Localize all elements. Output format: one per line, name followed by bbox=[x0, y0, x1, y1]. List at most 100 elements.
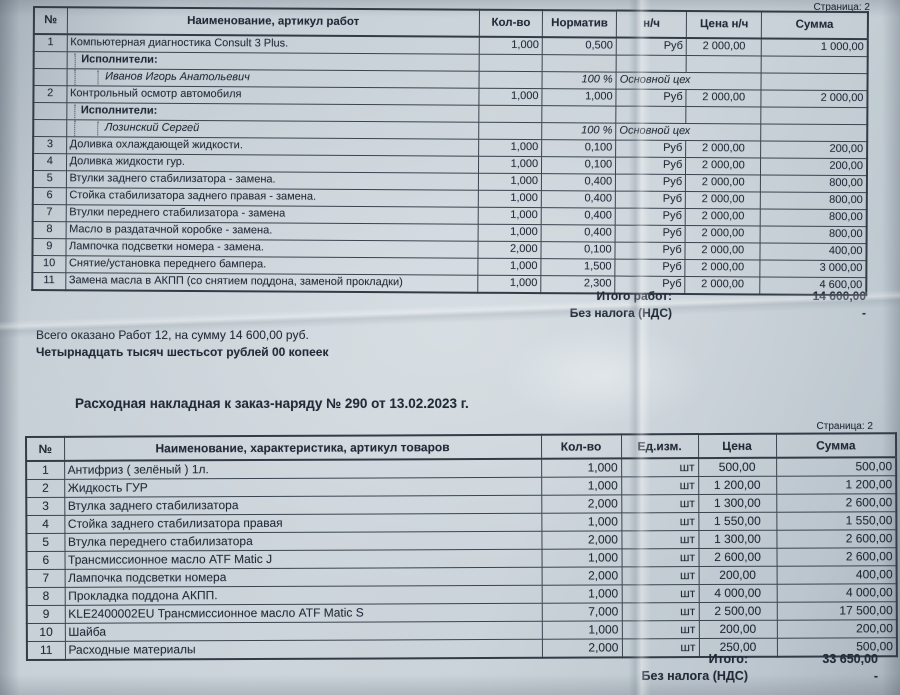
item-sum-cell: 2 600,00 bbox=[776, 529, 897, 549]
item-qty-cell: 1,000 bbox=[541, 458, 622, 478]
item-number-cell: 1 bbox=[26, 460, 65, 480]
items-total-value: 33 650,00 bbox=[822, 652, 878, 666]
item-qty-cell: 7,000 bbox=[541, 602, 622, 622]
item-unit-cell: шт bbox=[621, 512, 699, 531]
page-number-invoice: Страница: 2 bbox=[816, 421, 873, 432]
work-number-cell: 4 bbox=[32, 153, 67, 171]
item-unit-cell: шт bbox=[621, 494, 699, 513]
work-number-cell: 2 bbox=[33, 85, 67, 103]
work-currency-cell: Руб bbox=[615, 259, 686, 277]
work-sum-cell: 800,00 bbox=[760, 208, 867, 227]
item-sum-cell: 1 550,00 bbox=[776, 511, 897, 531]
item-unit-cell: шт bbox=[621, 584, 699, 603]
work-sum-cell: 400,00 bbox=[760, 242, 867, 261]
item-unit-cell: шт bbox=[621, 602, 699, 621]
works-tax-label: Без налога (НДС) bbox=[569, 306, 672, 320]
item-sum-cell: 200,00 bbox=[776, 619, 897, 639]
item-number-cell: 4 bbox=[26, 515, 65, 534]
items-header-sum: Сумма bbox=[775, 433, 897, 458]
work-norm-cell: 0,400 bbox=[541, 207, 616, 226]
empty-cell bbox=[761, 106, 868, 125]
executor-num-cell bbox=[33, 68, 67, 86]
item-unit-cell: шт bbox=[621, 548, 699, 567]
work-rate-cell: 2 000,00 bbox=[685, 140, 762, 158]
works-total-value: 14 600,00 bbox=[812, 289, 866, 303]
work-norm-cell: 0,100 bbox=[541, 139, 616, 158]
works-total-label: Итого работ: bbox=[596, 289, 673, 303]
work-currency-cell: Руб bbox=[616, 89, 687, 107]
item-price-cell: 200,00 bbox=[698, 566, 777, 585]
work-sum-cell: 2 000,00 bbox=[761, 89, 868, 108]
item-price-cell: 200,00 bbox=[698, 620, 777, 639]
work-qty-cell: 1,000 bbox=[478, 224, 542, 242]
item-qty-cell: 2,000 bbox=[541, 530, 622, 550]
work-number-cell: 10 bbox=[32, 255, 66, 273]
empty-cell bbox=[761, 123, 868, 142]
executor-num-cell bbox=[33, 119, 67, 137]
item-name-cell: Втулка переднего стабилизатора bbox=[64, 531, 542, 552]
works-table-body: 1 Компьютерная диагностика Consult 3 Plu… bbox=[32, 34, 868, 296]
work-number-cell: 5 bbox=[32, 170, 67, 188]
executor-name: Лозинский Сергей bbox=[96, 121, 200, 136]
item-name-cell: Лампочка подсветки номера bbox=[64, 567, 542, 588]
item-unit-cell: шт bbox=[621, 620, 699, 639]
work-number-cell: 8 bbox=[32, 221, 66, 239]
work-sum-cell: 200,00 bbox=[760, 157, 868, 176]
item-price-cell: 2 600,00 bbox=[698, 548, 777, 567]
items-table: № Наименование, характеристика, артикул … bbox=[25, 432, 898, 661]
items-header-name: Наименование, характеристика, артикул то… bbox=[64, 434, 542, 461]
works-summary: Всего оказано Работ 12, на сумму 14 600,… bbox=[36, 327, 328, 361]
item-price-cell: 4 000,00 bbox=[698, 584, 777, 603]
item-unit-cell: шт bbox=[621, 566, 699, 585]
empty-cell bbox=[616, 55, 687, 73]
work-norm-cell: 0,100 bbox=[541, 156, 616, 175]
empty-cell bbox=[479, 71, 543, 89]
executors-label-num-cell bbox=[33, 51, 67, 69]
items-tax-value: - bbox=[873, 669, 878, 683]
work-norm-cell: 0,500 bbox=[542, 37, 617, 56]
item-number-cell: 8 bbox=[26, 587, 65, 606]
work-rate-cell: 2 000,00 bbox=[685, 259, 761, 277]
empty-cell bbox=[686, 55, 762, 73]
item-name-cell: Трансмиссионное масло ATF Matic J bbox=[64, 549, 542, 570]
item-price-cell: 1 300,00 bbox=[698, 530, 777, 549]
work-qty-cell: 1,000 bbox=[478, 139, 542, 157]
item-qty-cell: 1,000 bbox=[541, 584, 622, 604]
work-currency-cell: Руб bbox=[615, 157, 686, 175]
work-currency-cell: Руб bbox=[615, 191, 686, 209]
work-norm-cell: 0,400 bbox=[541, 190, 616, 209]
work-sum-cell: 200,00 bbox=[760, 140, 868, 159]
work-qty-cell: 1,000 bbox=[478, 173, 542, 191]
item-number-cell: 3 bbox=[26, 497, 65, 516]
empty-cell bbox=[542, 54, 617, 73]
work-qty-cell: 2,000 bbox=[477, 241, 542, 259]
item-name-cell: Прокладка поддона АКПП. bbox=[64, 585, 542, 606]
work-rate-cell: 2 000,00 bbox=[685, 242, 761, 260]
item-qty-cell: 2,000 bbox=[541, 566, 622, 586]
works-header-sum: Сумма bbox=[761, 11, 868, 40]
work-qty-cell: 1,000 bbox=[478, 88, 543, 106]
works-header-name: Наименование, артикул работ bbox=[66, 7, 480, 37]
work-qty-cell: 1,000 bbox=[479, 36, 543, 55]
item-unit-cell: шт bbox=[621, 530, 699, 549]
work-number-cell: 9 bbox=[32, 238, 66, 256]
work-qty-cell: 1,000 bbox=[477, 258, 542, 276]
work-currency-cell: Руб bbox=[615, 208, 686, 226]
executor-percent-cell: 100 % bbox=[542, 71, 617, 90]
works-header-nh: н/ч bbox=[616, 10, 687, 38]
item-number-cell: 6 bbox=[26, 551, 65, 570]
item-name-cell: Антифриз ( зелёный ) 1л. bbox=[64, 458, 542, 480]
item-name-cell: Втулка заднего стабилизатора bbox=[64, 495, 542, 516]
item-number-cell: 7 bbox=[26, 569, 65, 588]
work-qty-cell: 1,000 bbox=[478, 207, 542, 225]
item-qty-cell: 1,000 bbox=[541, 476, 622, 496]
item-price-cell: 2 500,00 bbox=[698, 602, 777, 621]
works-tax-value: - bbox=[862, 306, 866, 320]
work-qty-cell: 1,000 bbox=[478, 156, 542, 174]
empty-cell bbox=[761, 72, 868, 91]
items-total-label: Итого: bbox=[708, 652, 748, 666]
work-norm-cell: 0,400 bbox=[541, 173, 616, 192]
work-rate-cell: 2 000,00 bbox=[686, 89, 762, 107]
executor-name: Иванов Игорь Анатольевич bbox=[97, 70, 250, 86]
item-price-cell: 1 300,00 bbox=[698, 494, 777, 513]
